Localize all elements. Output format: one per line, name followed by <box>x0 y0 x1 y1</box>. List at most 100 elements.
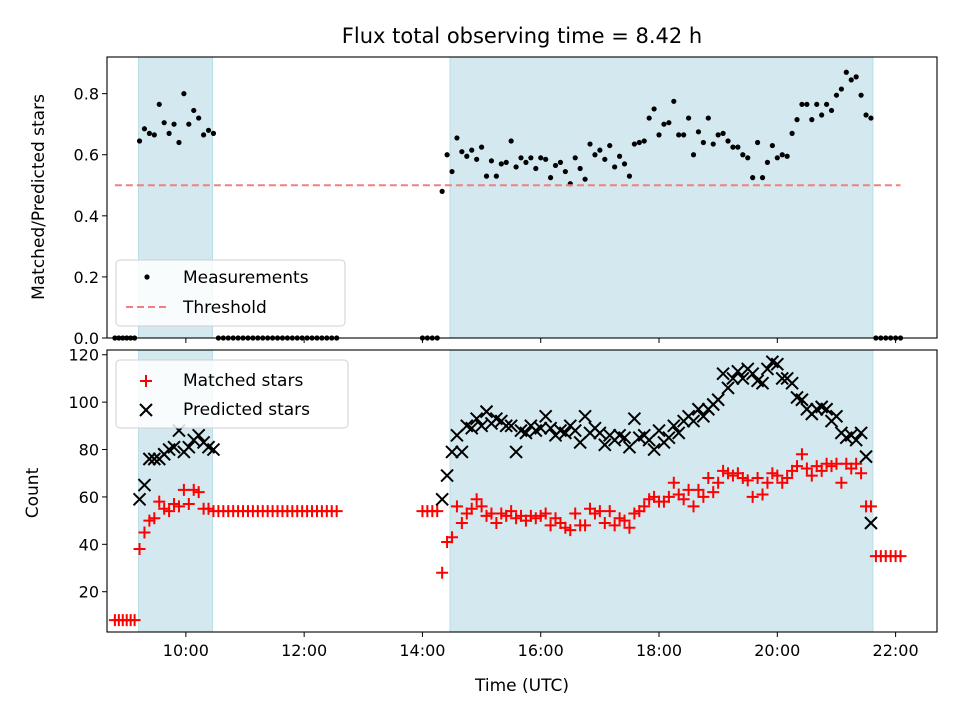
measurements-point <box>656 132 662 138</box>
y-tick-label: 0.6 <box>74 146 99 165</box>
predicted-stars-point <box>617 430 632 445</box>
matched-stars-point <box>128 614 141 627</box>
measurements-point <box>710 141 716 147</box>
predicted-stars-point <box>469 412 484 426</box>
predicted-stars-point <box>696 409 711 424</box>
matched-stars-point <box>598 516 611 529</box>
measurements-point <box>503 159 509 165</box>
measurements-point <box>848 77 854 83</box>
matched-stars-point <box>805 469 818 482</box>
measurements-point <box>863 112 869 118</box>
measurements-point <box>166 130 172 136</box>
predicted-stars-point <box>479 404 494 419</box>
matched-stars-point <box>465 502 478 515</box>
measurements-point <box>597 147 603 153</box>
predicted-stars-point <box>578 409 592 424</box>
matched-stars-point <box>712 476 725 489</box>
matched-stars-point <box>791 460 804 473</box>
predicted-stars-point <box>474 419 489 433</box>
measurements-point <box>478 144 485 150</box>
measurements-point <box>577 165 583 172</box>
measurements-point <box>464 153 470 159</box>
ratio-legend: Measurements Threshold <box>115 259 346 327</box>
predicted-stars-point <box>142 452 157 466</box>
y-tick-label: 0.4 <box>74 207 99 226</box>
measurements-point <box>439 188 445 194</box>
x-tick-label: 18:00 <box>636 641 682 660</box>
matched-stars-point <box>475 500 488 513</box>
predicted-stars-point <box>672 426 686 440</box>
measurements-point <box>868 115 874 121</box>
predicted-stars-point <box>568 423 582 438</box>
matched-legend-label: Matched stars <box>183 371 303 391</box>
count-legend: Matched stars Predicted stars <box>115 359 349 429</box>
matched-stars-point <box>692 483 705 496</box>
measurements-point <box>176 139 182 146</box>
matched-stars-point <box>133 543 146 556</box>
measurements-point <box>764 159 771 165</box>
measurements-point <box>449 168 455 175</box>
predicted-stars-point <box>829 409 844 424</box>
measurements-point <box>769 142 775 149</box>
x-axis-label: Time (UTC) <box>474 676 569 696</box>
predicted-stars-point <box>721 381 735 395</box>
predicted-stars-point <box>726 371 740 386</box>
matched-stars-point <box>450 500 463 513</box>
predicted-stars-point <box>593 426 607 440</box>
matched-stars-point <box>182 498 195 511</box>
measurements-point <box>210 130 217 136</box>
measurements-point <box>136 138 143 144</box>
measurements-point <box>636 139 642 146</box>
measurements-point <box>488 158 495 164</box>
count-marks <box>108 355 907 627</box>
measurements-point <box>171 121 177 127</box>
predicted-stars-point <box>440 468 454 483</box>
predicted-stars-point <box>770 357 785 371</box>
matched-stars-point <box>618 514 631 527</box>
measurements-point <box>784 153 790 159</box>
measurements-point <box>804 101 810 107</box>
matched-stars-point <box>746 490 759 503</box>
predicted-stars-point <box>711 393 725 407</box>
predicted-stars-point <box>795 393 809 407</box>
y-tick-label: 0.2 <box>74 268 99 287</box>
ratio-legend-box <box>115 259 346 327</box>
measurements-point <box>676 132 682 138</box>
matched-stars-point <box>446 531 459 544</box>
measurements-legend-marker <box>144 274 150 280</box>
ratio-x-ticks <box>185 338 897 343</box>
matched-stars-point <box>756 488 769 501</box>
x-tick-label: 12:00 <box>281 641 327 660</box>
measurements-point <box>508 138 514 144</box>
threshold-legend-label: Threshold <box>182 298 267 318</box>
y-tick-label: 120 <box>68 346 99 365</box>
measurements-point <box>191 107 197 114</box>
ratio-panel-frame <box>106 56 938 339</box>
ratio-panel: 0.00.20.40.60.8 Matched/Predicted stars … <box>29 56 938 348</box>
matched-stars-point <box>603 505 616 518</box>
measurements-point <box>474 156 480 162</box>
x-tick-label: 22:00 <box>873 641 919 660</box>
measurements-point <box>562 168 568 175</box>
measurements-point <box>695 129 702 135</box>
count-y-label: Count <box>23 467 43 518</box>
predicted-stars-point <box>854 426 868 440</box>
measurements-point <box>582 176 588 182</box>
predicted-stars-point <box>819 402 834 416</box>
y-tick-label: 60 <box>79 488 99 507</box>
measurements-point <box>161 120 167 126</box>
predicted-legend-marker <box>139 403 153 417</box>
chart-title: Flux total observing time = 8.42 h <box>342 24 702 48</box>
measurements-point <box>735 144 741 150</box>
matched-legend-marker <box>140 375 152 387</box>
measurements-point <box>186 121 192 127</box>
predicted-stars-point <box>736 371 750 386</box>
measurements-point <box>843 69 849 75</box>
matched-stars-point <box>172 500 185 513</box>
measurements-point <box>725 138 731 144</box>
predicted-stars-point <box>731 364 745 379</box>
x-tick-label: 20:00 <box>754 641 800 660</box>
measurements-point <box>592 152 598 158</box>
ratio-marks <box>112 69 904 341</box>
matched-stars-point <box>815 464 828 477</box>
